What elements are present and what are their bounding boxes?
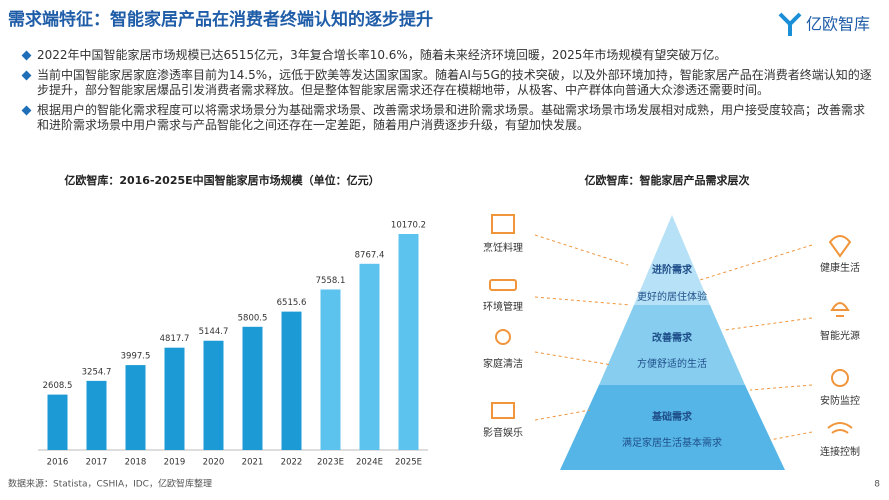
slide-title: 需求端特征：智能家居产品在消费者终端认知的逐步提升 (8, 9, 433, 30)
x-tick-label: 2024E (356, 458, 383, 468)
bar (359, 263, 380, 450)
icon (831, 369, 849, 387)
connector (699, 244, 813, 281)
chart-title: 亿欧智库：2016-2025E中国智能家居市场规模（单位：亿元） (64, 173, 379, 187)
bar (320, 289, 341, 450)
tier-desc: 方便舒适的生活 (637, 357, 707, 370)
scene-label: 烹饪料理 (483, 241, 523, 254)
scene-label: 健康生活 (820, 261, 860, 274)
connector (534, 351, 613, 366)
page-number: 8 (874, 480, 880, 490)
value-label: 3997.5 (121, 352, 151, 362)
connectors (534, 234, 813, 441)
tier-desc: 更好的居住体验 (637, 290, 707, 303)
icons (489, 214, 853, 434)
logo-text: 亿欧智库 (806, 15, 870, 34)
logo: 亿欧智库 (778, 12, 870, 36)
x-tick-label: 2019 (164, 458, 186, 468)
scene-label: 智能光源 (820, 329, 860, 342)
value-label: 4817.7 (160, 334, 190, 344)
value-label: 10170.2 (391, 221, 426, 231)
logo-icon (778, 12, 802, 36)
bar (164, 347, 185, 450)
tier-name: 进阶需求 (652, 263, 693, 276)
value-label: 8767.4 (355, 250, 385, 260)
scene-label: 安防监控 (820, 394, 860, 407)
bar (47, 394, 68, 450)
bar (242, 326, 263, 450)
value-label: 3254.7 (82, 367, 112, 377)
x-tick-label: 2018 (125, 458, 147, 468)
connector (534, 296, 631, 306)
connector (749, 384, 813, 391)
value-label: 5800.5 (238, 313, 268, 323)
icon (491, 402, 515, 419)
icon (489, 279, 517, 291)
value-label: 7558.1 (316, 276, 346, 286)
icon (827, 422, 853, 434)
scene-label: 家庭清洁 (483, 357, 523, 370)
bar (125, 365, 146, 450)
tier-name: 改善需求 (652, 331, 693, 344)
tier-name: 基础需求 (651, 410, 693, 423)
value-label: 6515.6 (277, 298, 307, 308)
scene-label: 环境管理 (483, 300, 523, 313)
connector (769, 431, 813, 441)
value-label: 5144.7 (199, 327, 229, 337)
icon (491, 214, 515, 234)
pyramid (560, 215, 785, 470)
bullet: 根据用户的智能化需求程度可以将需求场景分为基础需求场景、改善需求场景和进阶需求场… (22, 103, 874, 133)
bullet-list: 2022年中国智能家居市场规模已达6515亿元，3年复合增长率10.6%，随着未… (22, 48, 874, 138)
value-label: 2608.5 (43, 381, 73, 391)
scene-label: 影音娱乐 (483, 426, 523, 439)
x-tick-label: 2021 (242, 458, 264, 468)
x-tick-label: 2020 (203, 458, 225, 468)
tier-shape (560, 385, 785, 470)
x-tick-label: 2023E (317, 458, 344, 468)
tier-desc: 满足家居生活基本需求 (622, 436, 722, 449)
bar (398, 234, 419, 450)
icon (830, 302, 850, 317)
bar (281, 311, 302, 450)
x-tick-label: 2025E (395, 458, 422, 468)
bullet: 2022年中国智能家居市场规模已达6515亿元，3年复合增长率10.6%，随着未… (22, 48, 874, 63)
bullet: 当前中国智能家居家庭渗透率目前为14.5%，远低于欧美等发达国家国家。随着AI与… (22, 68, 874, 98)
source: 数据来源：Statista，CSHIA，IDC，亿欧智库整理 (8, 478, 212, 490)
tier-shape (634, 215, 710, 305)
connector (534, 234, 629, 266)
connector (724, 317, 813, 331)
tier-shape (599, 305, 745, 385)
connector (534, 409, 591, 421)
x-tick-label: 2017 (86, 458, 108, 468)
icon (828, 235, 852, 258)
x-tick-label: 2022 (281, 458, 303, 468)
bar (203, 340, 224, 450)
diagram-title: 亿欧智库：智能家居产品需求层次 (585, 173, 750, 187)
x-tick-label: 2016 (47, 458, 69, 468)
scene-label: 连接控制 (820, 445, 860, 458)
bar (86, 380, 107, 450)
icon (495, 329, 511, 345)
